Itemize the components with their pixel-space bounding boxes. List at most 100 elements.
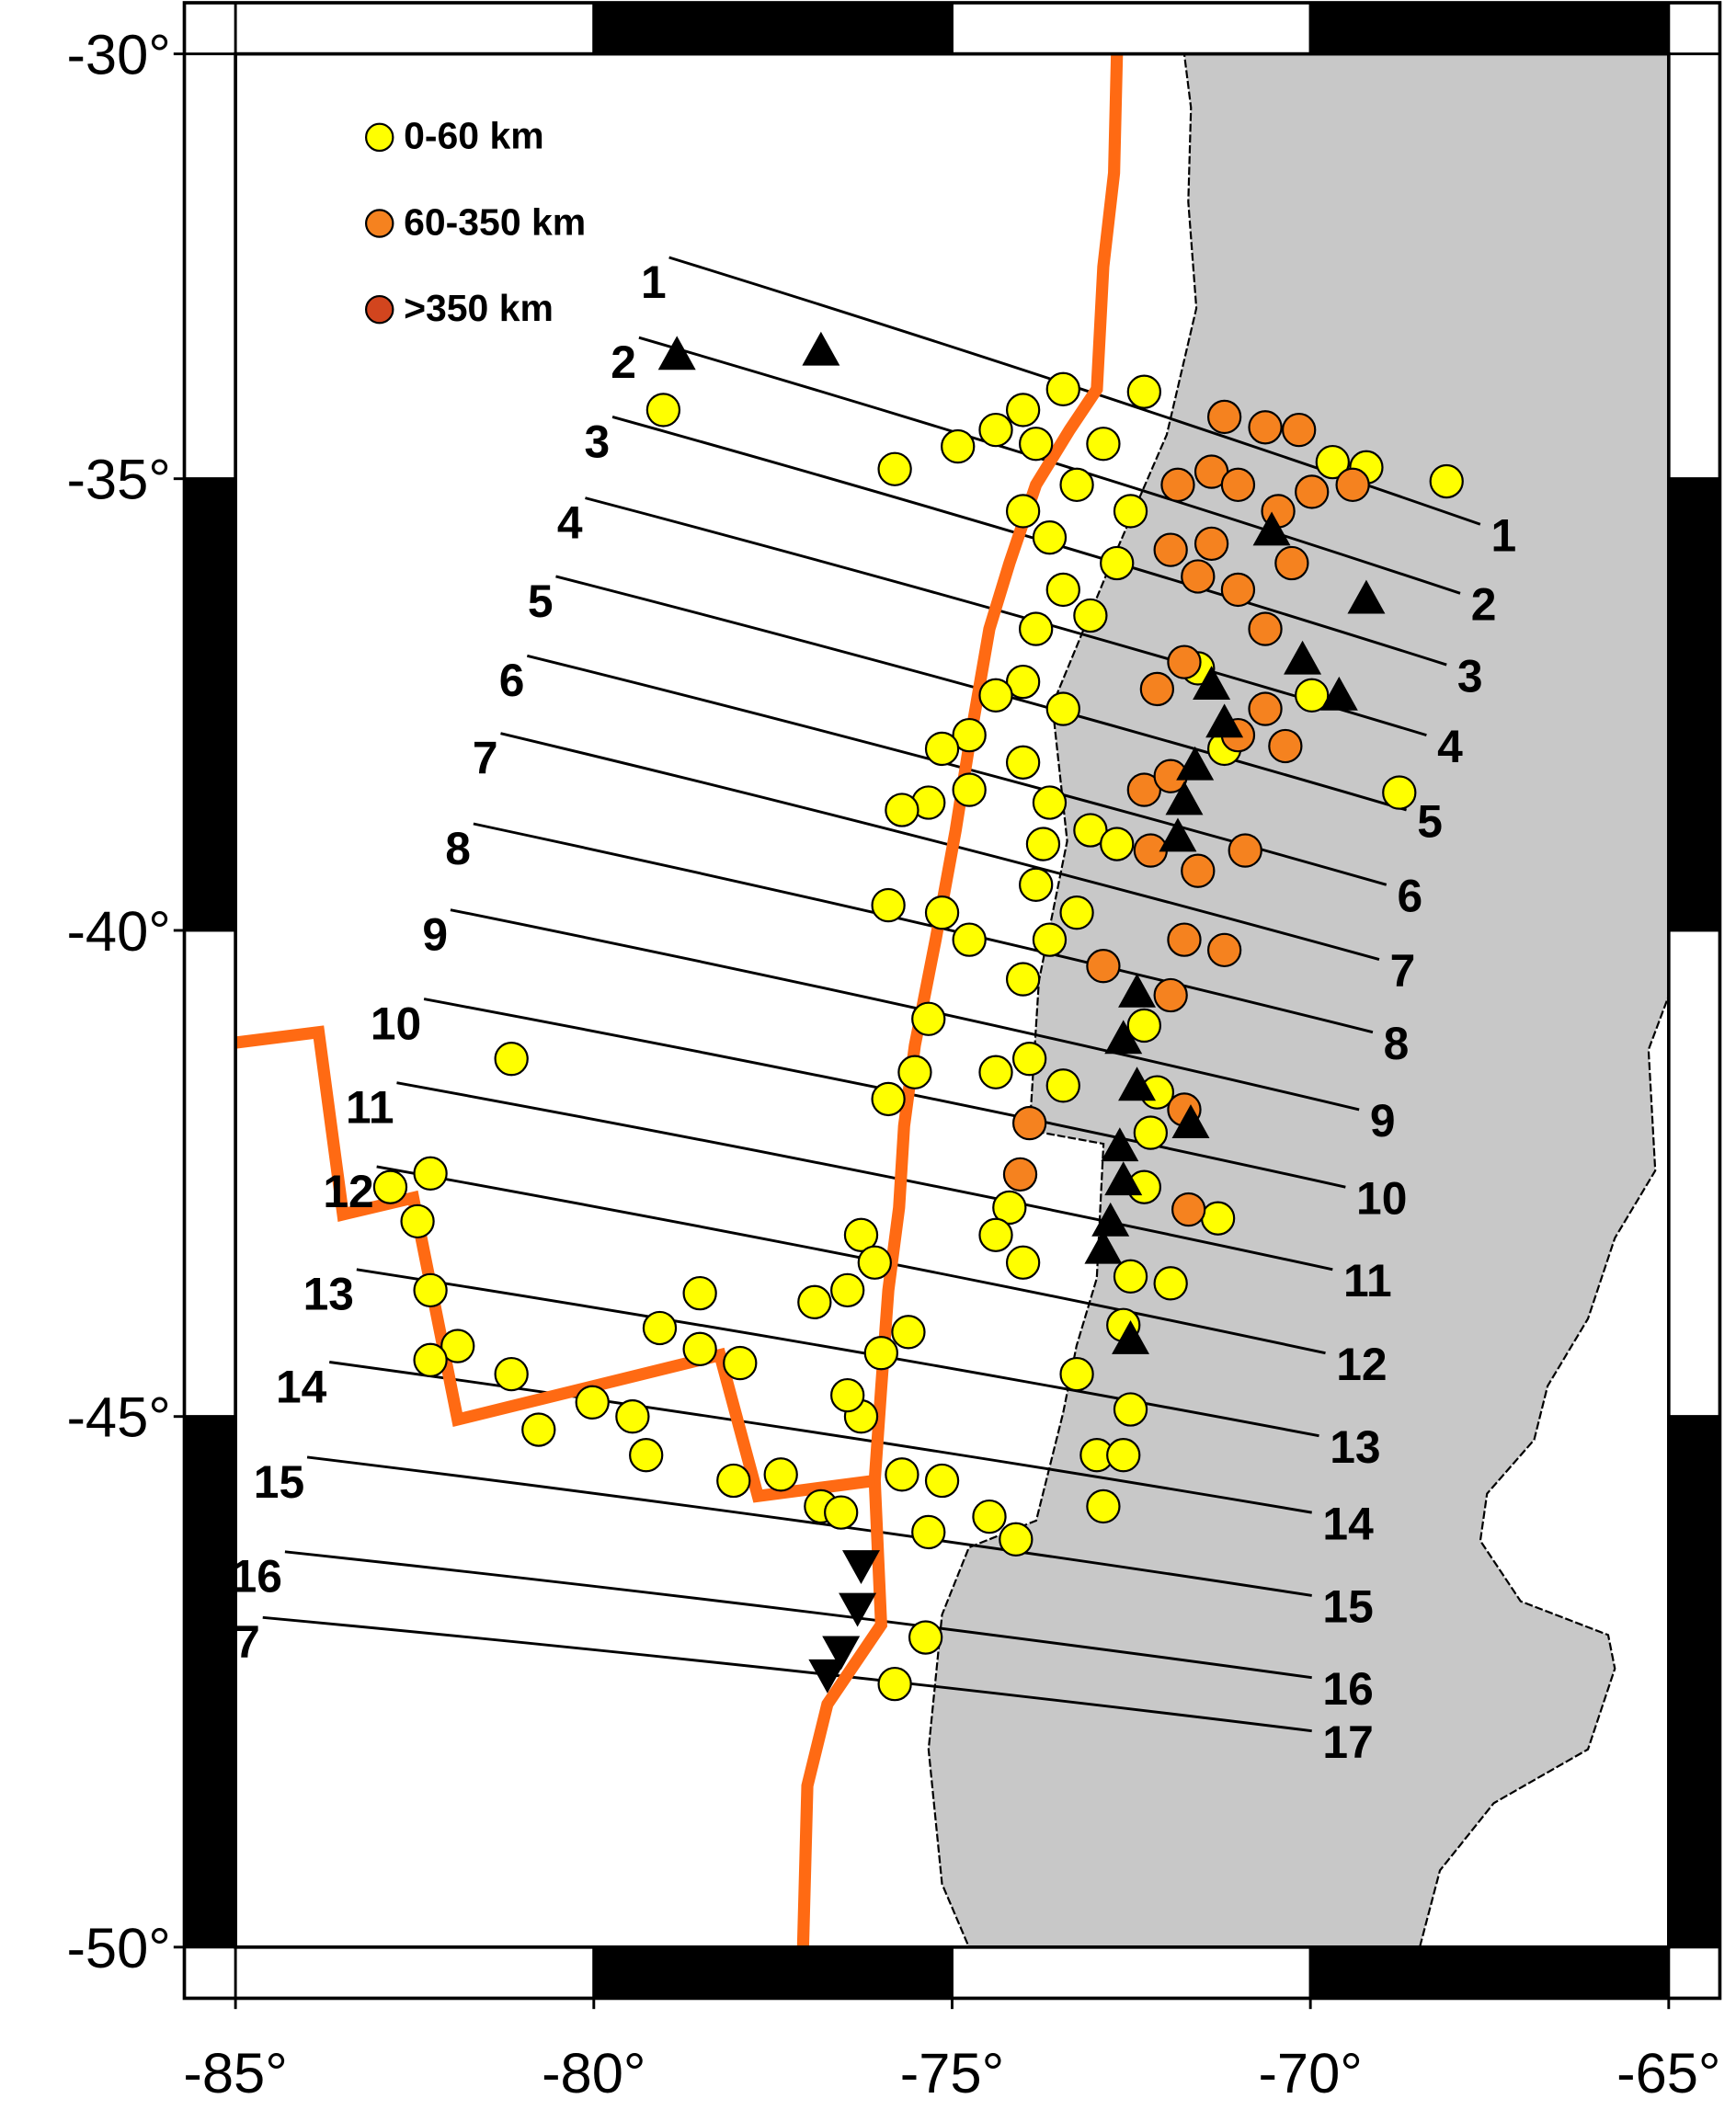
frame-segment [1308,1945,1671,2000]
profile-line [306,1455,1312,1597]
profile-label: 14 [276,1361,327,1412]
earthquake [1206,399,1242,435]
land [927,53,1669,1947]
earthquake [413,1156,448,1191]
frame-segment [1667,477,1721,932]
profile-label: 6 [499,655,525,706]
profile-label: 13 [1330,1421,1380,1473]
earthquake [1206,932,1242,968]
earthquake [1086,949,1121,984]
frame-segment [183,1415,237,1949]
profile-label: 14 [1322,1498,1374,1549]
profile-label: 15 [254,1456,304,1508]
earthquake [1139,671,1175,707]
earthquake [716,1463,751,1499]
y-tick-label: -40° [66,900,170,964]
map-area [235,53,1669,1947]
profile-line [473,822,1374,1034]
frame-segment [234,1,596,56]
earthquake [1220,572,1256,608]
earthquake [824,1495,859,1530]
earthquake [797,1284,832,1320]
earthquake [1268,728,1303,764]
earthquake [1106,1438,1141,1473]
earthquake [1153,977,1188,1013]
earthquake [413,1342,448,1377]
earthquake [1153,1266,1188,1301]
earthquake [1248,611,1283,646]
profile-label: 12 [323,1166,373,1217]
profile-line [262,1615,1312,1733]
frame [173,1,1722,2010]
earthquake [1086,427,1121,462]
y-tick-label: -50° [66,1917,170,1980]
earthquake [1032,520,1068,555]
y-tick-label: -35° [66,449,170,512]
profile-label: 9 [422,909,448,961]
earthquake [400,1203,435,1239]
earthquake [952,717,987,753]
volcano-triangle [1284,640,1322,675]
profile-label: 15 [1322,1581,1373,1633]
profile-label: 10 [371,998,421,1050]
earthquake [891,1315,926,1350]
profile-line [284,1550,1312,1680]
inverted-triangle [839,1592,877,1627]
profile-line [356,1268,1319,1438]
earthquake [978,678,1013,713]
earthquake [642,1310,678,1346]
earthquake [877,451,912,486]
earthquake [924,1463,960,1499]
volcano-triangle [1252,511,1291,546]
volcano-triangle [1319,676,1358,711]
earthquake [682,1275,717,1311]
plate-boundary [235,1025,876,1503]
earthquake [1315,444,1350,480]
volcano-triangle [802,331,840,366]
earthquake [1228,833,1262,868]
earthquake [1005,745,1041,780]
frame-segment [183,929,237,1419]
earthquake [1059,1356,1094,1392]
volcano-triangle [1104,1161,1143,1196]
volcano-triangle [1171,1104,1210,1138]
earthquake [1194,526,1229,562]
profile-label: 5 [528,576,554,627]
earthquake [1167,644,1202,679]
earthquake [372,1169,408,1204]
profile-line [376,1165,1326,1355]
profile-label: 4 [557,497,583,549]
earthquake [1126,1008,1161,1044]
earthquake [1045,691,1080,726]
inverted-triangle [808,1659,847,1694]
volcano-triangle [1193,666,1231,700]
data-layer [235,53,1481,1947]
earthquake [1032,785,1068,820]
earthquake [1045,1068,1080,1103]
earthquake [1160,467,1195,503]
earthquake [830,1272,865,1308]
earthquake [911,1001,946,1036]
earthquake [1200,1201,1236,1236]
earthquake [941,428,976,464]
earthquake [1059,895,1094,930]
earthquake [1113,494,1148,529]
frame-segment [1667,929,1721,1419]
earthquake [1018,427,1054,462]
earthquake [763,1457,798,1492]
earthquake [843,1217,879,1252]
frame-segment [951,1,1312,56]
volcano-triangle [1091,1202,1130,1237]
earthquake [1429,463,1464,499]
profile-label: 8 [445,823,471,874]
y-tick-label: -30° [66,24,170,87]
earthquake [1059,467,1094,503]
x-tick-label: -65° [1616,2042,1720,2105]
earthquake [1282,412,1317,448]
volcano-triangle [657,336,696,371]
earthquake [1335,467,1370,503]
profile-label: 3 [584,416,610,467]
earthquake [1018,867,1054,902]
